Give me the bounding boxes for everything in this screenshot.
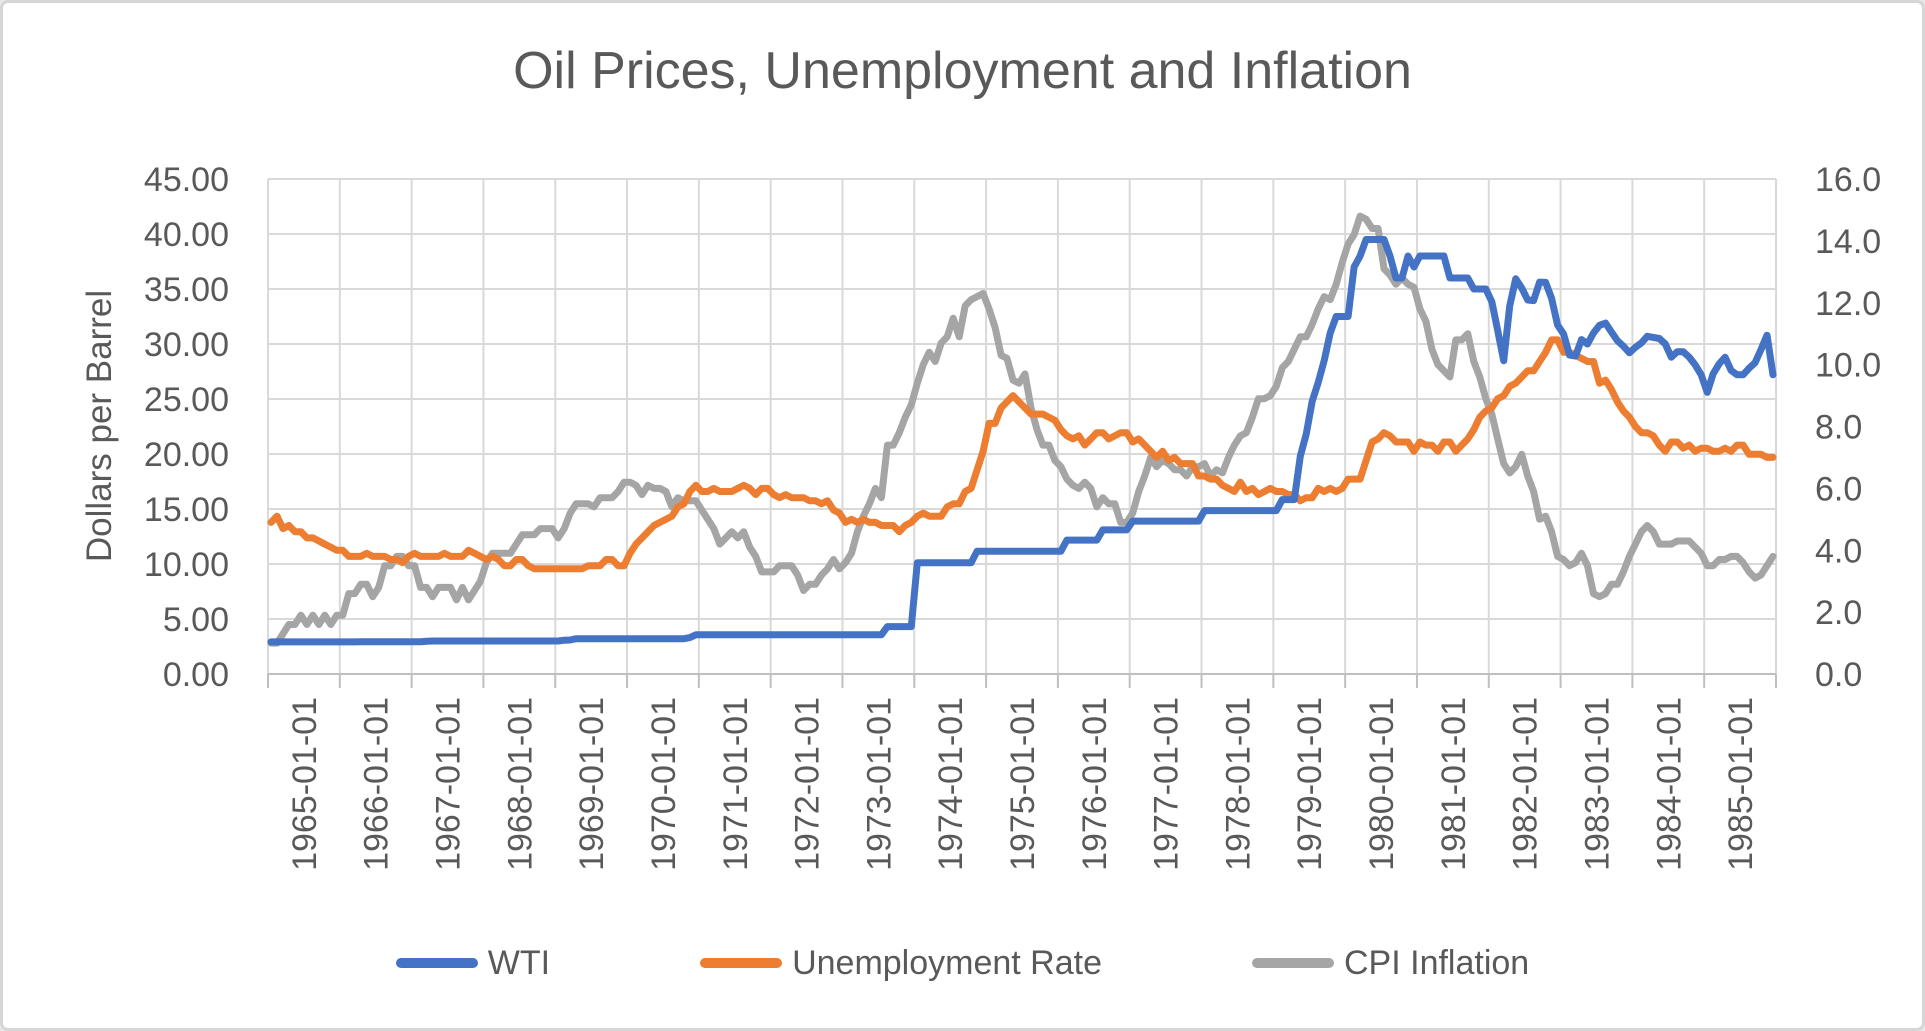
right-axis-tick-label: 14.0 [1815, 223, 1881, 261]
x-axis-tick-label: 1968-01-01 [501, 697, 539, 871]
right-axis-tick-label: 16.0 [1815, 161, 1881, 199]
right-axis-tick-label: 2.0 [1815, 594, 1862, 632]
x-axis-tick-label: 1980-01-01 [1363, 697, 1401, 871]
x-axis-tick-label: 1969-01-01 [573, 697, 611, 871]
x-axis-tick-label: 1979-01-01 [1291, 697, 1329, 871]
right-axis-tick-label: 10.0 [1815, 347, 1881, 385]
legend-label-wti: WTI [487, 943, 551, 982]
x-axis-tick-label: 1973-01-01 [860, 697, 898, 871]
legend-item-cpi: CPI Inflation [1252, 944, 1529, 983]
x-axis-tick-label: 1985-01-01 [1722, 697, 1760, 871]
x-axis-tick-label: 1974-01-01 [932, 697, 970, 871]
x-axis-tick-label: 1970-01-01 [645, 697, 683, 871]
right-axis-tick-label: 12.0 [1815, 285, 1881, 323]
unemployment-line-swatch [700, 958, 783, 968]
x-axis-tick-label: 1982-01-01 [1507, 697, 1545, 871]
left-axis-tick-label: 15.00 [144, 491, 229, 529]
right-axis-tick-label: 8.0 [1815, 409, 1862, 447]
legend-label-unemployment: Unemployment Rate [792, 943, 1102, 982]
left-axis-tick-label: 5.00 [163, 601, 229, 639]
chart-title: Oil Prices, Unemployment and Inflation [513, 42, 1412, 100]
x-axis-tick-label: 1981-01-01 [1435, 697, 1473, 871]
legend-item-unemployment: Unemployment Rate [700, 944, 1102, 983]
left-axis-tick-label: 20.00 [144, 436, 229, 474]
x-axis-tick-label: 1967-01-01 [430, 697, 468, 871]
x-axis-tick-label: 1984-01-01 [1650, 697, 1688, 871]
left-axis-tick-label: 0.00 [163, 656, 229, 694]
series-line-cpi-inflation [267, 212, 1777, 647]
series-line-unemployment-rate [267, 336, 1777, 573]
x-axis-tick-label: 1965-01-01 [286, 697, 324, 871]
wti-line-swatch [395, 958, 478, 968]
legend: WTI Unemployment Rate CPI Inflation [3, 939, 1922, 987]
right-axis-tick-label: 0.0 [1815, 656, 1862, 694]
legend-label-cpi: CPI Inflation [1344, 943, 1530, 982]
x-axis-tick-label: 1978-01-01 [1219, 697, 1257, 871]
x-axis-tick-label: 1966-01-01 [358, 697, 396, 871]
x-axis-tick-label: 1975-01-01 [1004, 697, 1042, 871]
x-axis-tick-label: 1983-01-01 [1578, 697, 1616, 871]
series-line-wti [267, 236, 1777, 646]
legend-item-wti: WTI [395, 943, 551, 983]
right-axis-tick-label: 6.0 [1815, 470, 1862, 508]
left-axis-tick-label: 25.00 [144, 381, 229, 419]
left-axis-tick-label: 45.00 [144, 161, 229, 199]
right-axis-tick-label: 4.0 [1815, 532, 1862, 570]
x-axis-tick-label: 1971-01-01 [717, 697, 755, 871]
x-axis-tick-label: 1972-01-01 [789, 697, 827, 871]
x-axis-tick-label: 1977-01-01 [1148, 697, 1186, 871]
left-axis-tick-label: 30.00 [144, 326, 229, 364]
plot-area: 0.00 5.00 10.00 15.00 20.00 25.00 30.00 35.00 40… [144, 161, 1881, 871]
left-axis-tick-label: 35.00 [144, 271, 229, 309]
left-axis-tick-label: 10.00 [144, 546, 229, 584]
x-axis-tick-label: 1976-01-01 [1076, 697, 1114, 871]
cpi-line-swatch [1252, 958, 1334, 968]
left-axis-tick-label: 40.00 [144, 216, 229, 254]
